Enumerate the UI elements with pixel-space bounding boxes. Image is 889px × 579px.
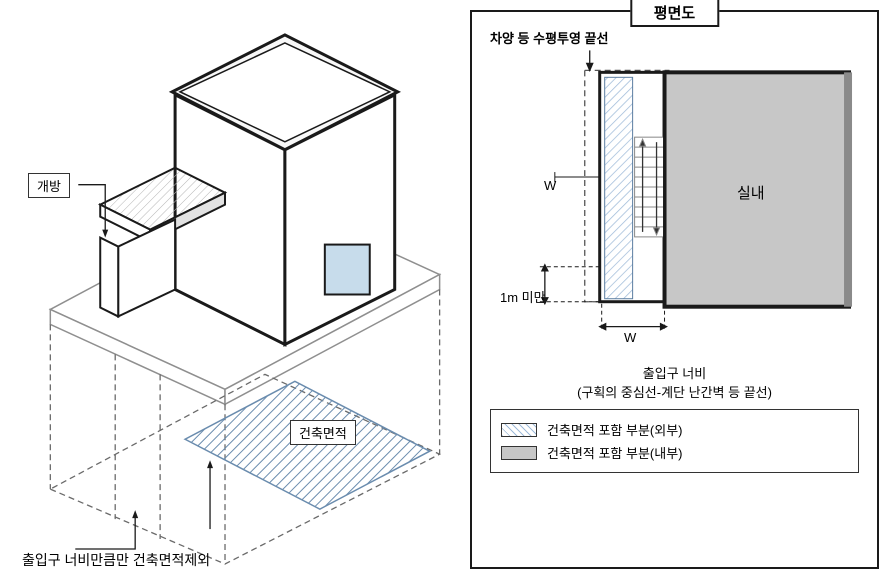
window (325, 245, 370, 295)
label-1m: 1m 미만 (500, 287, 546, 306)
top-caption: 차양 등 수평투영 끝선 (490, 28, 608, 47)
entrance-sub: (구획의 중심선-계단 난간벽 등 끝선) (490, 382, 859, 401)
entrance-caption: 출입구 너비 (490, 363, 859, 382)
bottom-caption: 출입구 너비만큼만 건축면적제외 (22, 550, 210, 570)
legend: 건축면적 포함 부분(외부) 건축면적 포함 부분(내부) (490, 409, 859, 473)
label-w-bottom: W (624, 330, 636, 345)
bottom-leader (75, 514, 135, 549)
label-area: 건축면적 (290, 420, 356, 445)
legend-text-2: 건축면적 포함 부분(내부) (547, 443, 682, 462)
label-w-mid: W (544, 178, 556, 193)
legend-swatch-hatch (501, 423, 537, 437)
isometric-diagram: 개방 건축면적 출입구 너비만큼만 건축면적제외 (10, 10, 450, 569)
panel-title: 평면도 (630, 0, 719, 27)
iso-svg (10, 10, 450, 569)
label-open: 개방 (28, 173, 70, 198)
label-interior: 실내 (737, 182, 765, 203)
legend-swatch-solid (501, 446, 537, 460)
legend-text-1: 건축면적 포함 부분(외부) (547, 420, 682, 439)
plan-panel: 평면도 차양 등 수평투영 끝선 (470, 10, 879, 569)
